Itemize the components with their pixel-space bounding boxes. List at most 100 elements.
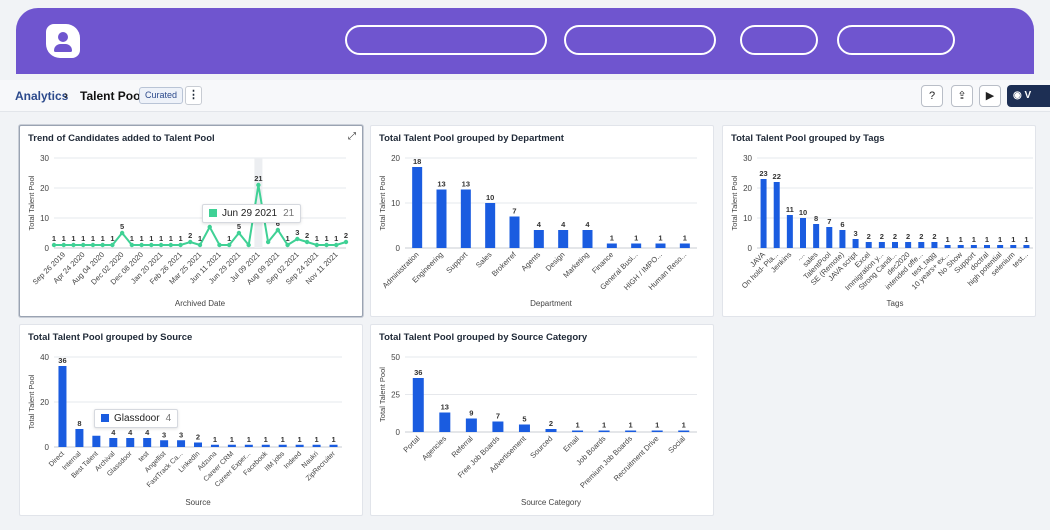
header-nav-pill-4[interactable] (837, 25, 955, 55)
bar[interactable] (412, 378, 424, 432)
data-point[interactable] (61, 242, 66, 248)
bar[interactable] (533, 230, 544, 248)
bar[interactable] (826, 227, 833, 248)
data-point[interactable] (246, 242, 251, 248)
bar[interactable] (278, 444, 287, 447)
data-point[interactable] (129, 242, 135, 248)
data-point[interactable] (256, 182, 261, 188)
bar[interactable] (892, 242, 898, 248)
bar[interactable] (631, 243, 642, 249)
data-point[interactable] (275, 227, 281, 233)
bar[interactable] (598, 430, 610, 433)
bar[interactable] (295, 444, 304, 447)
bar[interactable] (944, 245, 951, 248)
bar[interactable] (439, 412, 451, 433)
breadcrumb-analytics-link[interactable]: Analytics (15, 89, 69, 103)
bar[interactable] (227, 444, 236, 447)
bar[interactable] (839, 230, 846, 248)
header-nav-pill-2[interactable] (564, 25, 716, 55)
bar[interactable] (678, 430, 690, 433)
data-point[interactable] (90, 242, 96, 248)
bar[interactable] (58, 366, 67, 447)
bar[interactable] (558, 230, 569, 248)
bar[interactable] (625, 430, 637, 433)
bar[interactable] (918, 242, 925, 248)
share-icon[interactable]: ⇪ (951, 85, 973, 107)
bar[interactable] (160, 440, 169, 447)
help-icon[interactable]: ? (921, 85, 943, 107)
bar[interactable] (261, 444, 270, 447)
trend-chart-card[interactable]: Trend of Candidates added to Talent Pool… (19, 125, 363, 317)
data-point[interactable] (324, 242, 329, 248)
bar[interactable] (485, 203, 496, 248)
bar[interactable] (800, 218, 806, 248)
data-point[interactable] (158, 242, 164, 248)
data-point[interactable] (217, 242, 222, 248)
bar[interactable] (679, 243, 690, 249)
bar[interactable] (931, 242, 938, 248)
bar[interactable] (997, 245, 1004, 248)
bar[interactable] (492, 421, 504, 433)
view-button[interactable]: ◉ V (1007, 85, 1050, 107)
data-point[interactable] (265, 239, 271, 245)
bar[interactable] (582, 230, 593, 248)
data-point[interactable] (71, 242, 76, 248)
bar[interactable] (412, 167, 423, 248)
bar[interactable] (177, 440, 186, 447)
bar[interactable] (651, 430, 663, 433)
bar[interactable] (509, 216, 520, 249)
bar[interactable] (518, 424, 530, 433)
data-point[interactable] (81, 242, 86, 248)
app-logo-icon[interactable] (46, 24, 80, 58)
bar[interactable] (760, 179, 767, 248)
bar[interactable] (984, 245, 990, 248)
bar[interactable] (970, 245, 977, 248)
bar[interactable] (210, 444, 219, 447)
bar[interactable] (75, 429, 84, 447)
bar[interactable] (92, 435, 101, 447)
data-point[interactable] (100, 242, 105, 248)
bar[interactable] (572, 430, 584, 433)
bar[interactable] (852, 239, 859, 248)
data-point[interactable] (139, 242, 144, 248)
data-point[interactable] (227, 242, 232, 248)
bar[interactable] (109, 438, 118, 447)
tags-chart-card[interactable]: Total Talent Pool grouped by Tags 0 10 20 3… (722, 125, 1036, 317)
bar[interactable] (773, 182, 780, 248)
more-options-icon[interactable]: ⋮ (185, 86, 202, 105)
bar[interactable] (143, 438, 152, 447)
expand-icon[interactable]: ⤢ (348, 131, 356, 142)
source-category-chart-card[interactable]: Total Talent Pool grouped by Source Cate… (370, 324, 714, 516)
bar[interactable] (957, 245, 964, 248)
bar[interactable] (436, 189, 447, 249)
source-chart-card[interactable]: Total Talent Pool grouped by Source 0 20 4… (19, 324, 363, 516)
data-point[interactable] (343, 239, 349, 245)
data-point[interactable] (285, 242, 290, 248)
bar[interactable] (865, 242, 872, 248)
department-chart-card[interactable]: Total Talent Pool grouped by Department … (370, 125, 714, 317)
bar[interactable] (545, 429, 557, 432)
bar[interactable] (126, 438, 135, 447)
data-point[interactable] (51, 242, 57, 248)
bar[interactable] (606, 243, 617, 249)
present-icon[interactable]: ▶ (979, 85, 1001, 107)
data-point[interactable] (314, 242, 319, 248)
bar[interactable] (786, 215, 793, 248)
bar[interactable] (905, 242, 912, 248)
data-point[interactable] (168, 242, 173, 248)
bar[interactable] (465, 418, 477, 433)
header-nav-pill-1[interactable] (345, 25, 547, 55)
data-point[interactable] (295, 236, 300, 242)
bar[interactable] (655, 243, 666, 249)
data-point[interactable] (236, 230, 242, 236)
bar[interactable] (460, 189, 471, 249)
bar[interactable] (1010, 245, 1017, 248)
bar[interactable] (878, 242, 885, 248)
data-point[interactable] (178, 242, 183, 248)
data-point[interactable] (304, 239, 310, 245)
bar[interactable] (244, 444, 253, 447)
bar[interactable] (329, 444, 338, 447)
data-point[interactable] (188, 239, 193, 245)
data-point[interactable] (119, 230, 125, 236)
data-point[interactable] (207, 224, 212, 230)
